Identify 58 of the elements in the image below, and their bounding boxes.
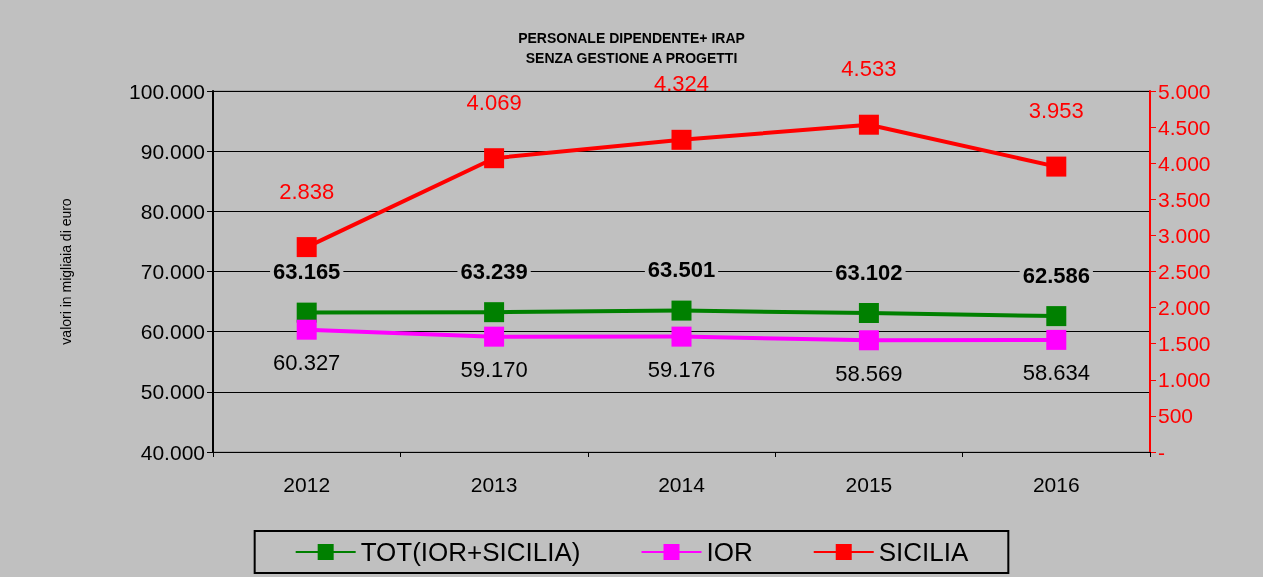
y-tick-label: 90.000 bbox=[140, 139, 205, 163]
x-tick-label: 2013 bbox=[470, 473, 518, 496]
point bbox=[1046, 329, 1067, 350]
x-tick-label: 2015 bbox=[845, 473, 893, 496]
data-label: 59.176 bbox=[647, 357, 716, 383]
point bbox=[296, 237, 317, 258]
y2-tick-label: 1.500 bbox=[1158, 332, 1211, 356]
data-label: 63.165 bbox=[273, 259, 341, 285]
y2-tick-label: 5.000 bbox=[1158, 79, 1211, 103]
y2-tick-label: 4.000 bbox=[1158, 151, 1211, 175]
point bbox=[858, 330, 879, 351]
data-label: 63.239 bbox=[460, 258, 528, 284]
point bbox=[484, 302, 505, 323]
data-label: 2.838 bbox=[279, 178, 335, 204]
legend-label: IOR bbox=[706, 537, 753, 567]
data-label: 63.102 bbox=[835, 259, 903, 285]
point bbox=[1046, 306, 1067, 327]
y2-tick-label: 4.500 bbox=[1158, 115, 1211, 139]
x-tick-label: 2014 bbox=[658, 473, 706, 496]
data-label: 63.501 bbox=[647, 257, 716, 283]
x-tick-label: 2012 bbox=[283, 473, 331, 496]
y-axis-title: valori in migliaia di euro bbox=[58, 198, 74, 345]
chart-title: PERSONALE DIPENDENTE+ IRAP bbox=[518, 30, 745, 46]
y-tick-label: 70.000 bbox=[140, 260, 205, 283]
point bbox=[671, 300, 692, 321]
x-tick-label: 2016 bbox=[1032, 473, 1080, 496]
point bbox=[1046, 156, 1067, 177]
y-tick-label: 60.000 bbox=[140, 320, 205, 344]
y2-tick-label: 2.500 bbox=[1158, 260, 1211, 283]
y-tick-label: 100.000 bbox=[129, 79, 205, 103]
y-tick-label: 80.000 bbox=[140, 199, 205, 223]
point bbox=[296, 319, 317, 340]
data-label: 4.069 bbox=[466, 89, 522, 115]
legend-label: TOT(IOR+SICILIA) bbox=[360, 537, 581, 567]
y-tick-label: 50.000 bbox=[140, 380, 205, 404]
point bbox=[671, 326, 692, 347]
point bbox=[484, 326, 505, 347]
data-label: 59.170 bbox=[460, 357, 528, 383]
y2-tick-label: 3.000 bbox=[1158, 223, 1211, 247]
point bbox=[858, 303, 879, 323]
data-label: 4.324 bbox=[653, 71, 710, 97]
data-label: 58.569 bbox=[835, 360, 903, 386]
legend-label: SICILIA bbox=[878, 537, 969, 567]
data-label: 60.327 bbox=[273, 350, 341, 376]
data-label: 3.953 bbox=[1028, 98, 1084, 124]
y2-tick-label: 3.500 bbox=[1158, 187, 1211, 211]
point bbox=[671, 129, 692, 150]
chart-subtitle: SENZA GESTIONE A PROGETTI bbox=[525, 50, 738, 66]
data-label: 62.586 bbox=[1022, 262, 1090, 288]
y2-tick-label: - bbox=[1158, 440, 1165, 464]
point bbox=[858, 114, 879, 135]
y-tick-label: 40.000 bbox=[140, 440, 205, 464]
data-label: 58.634 bbox=[1022, 360, 1090, 386]
point bbox=[484, 148, 505, 169]
y2-tick-label: 2.000 bbox=[1158, 296, 1211, 320]
y2-tick-label: 500 bbox=[1158, 404, 1194, 428]
data-label: 4.533 bbox=[841, 56, 897, 82]
y2-tick-label: 1.000 bbox=[1158, 368, 1211, 392]
